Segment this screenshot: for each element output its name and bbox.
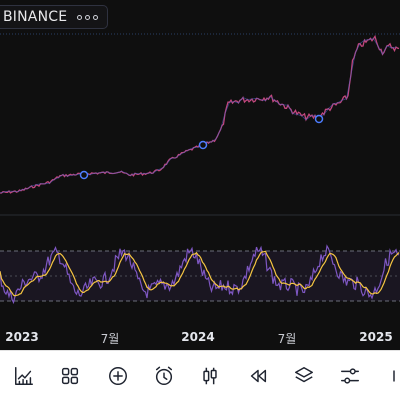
more-tools-icon[interactable] <box>380 362 400 390</box>
layers-icon[interactable] <box>290 362 318 390</box>
alarm-clock-icon[interactable] <box>150 362 178 390</box>
exchange-label: BINANCE <box>3 9 68 25</box>
candles-icon[interactable] <box>196 362 224 390</box>
price-series <box>0 34 400 194</box>
chart-canvas[interactable] <box>0 0 400 350</box>
time-tick-2023: 2023 <box>5 330 39 344</box>
more-options-icon[interactable] <box>77 14 99 20</box>
line-chart-icon[interactable] <box>10 362 38 390</box>
rewind-icon[interactable] <box>244 362 272 390</box>
event-marker-icon[interactable] <box>79 170 89 180</box>
grid-icon[interactable] <box>56 362 84 390</box>
rsi-line <box>0 244 400 305</box>
event-markers <box>79 114 324 180</box>
time-tick-2025: 2025 <box>359 330 393 344</box>
price-line <box>0 34 400 194</box>
time-tick-2024: 2024 <box>181 330 215 344</box>
time-tick-jul-2023: 7월 <box>100 332 120 346</box>
time-tick-jul-2024: 7월 <box>277 332 297 346</box>
sliders-icon[interactable] <box>336 362 364 390</box>
rsi-series <box>0 244 400 305</box>
chart-area[interactable] <box>0 0 400 350</box>
event-marker-icon[interactable] <box>198 140 208 150</box>
symbol-chip[interactable]: BINANCE <box>0 5 108 29</box>
plus-circle-icon[interactable] <box>104 362 132 390</box>
rsi-ma-line <box>0 250 400 297</box>
price-overlay-line <box>0 38 397 194</box>
event-marker-icon[interactable] <box>314 114 324 124</box>
time-axis[interactable]: 2023 7월 2024 7월 2025 <box>0 326 400 348</box>
bottom-toolbar <box>0 350 400 400</box>
